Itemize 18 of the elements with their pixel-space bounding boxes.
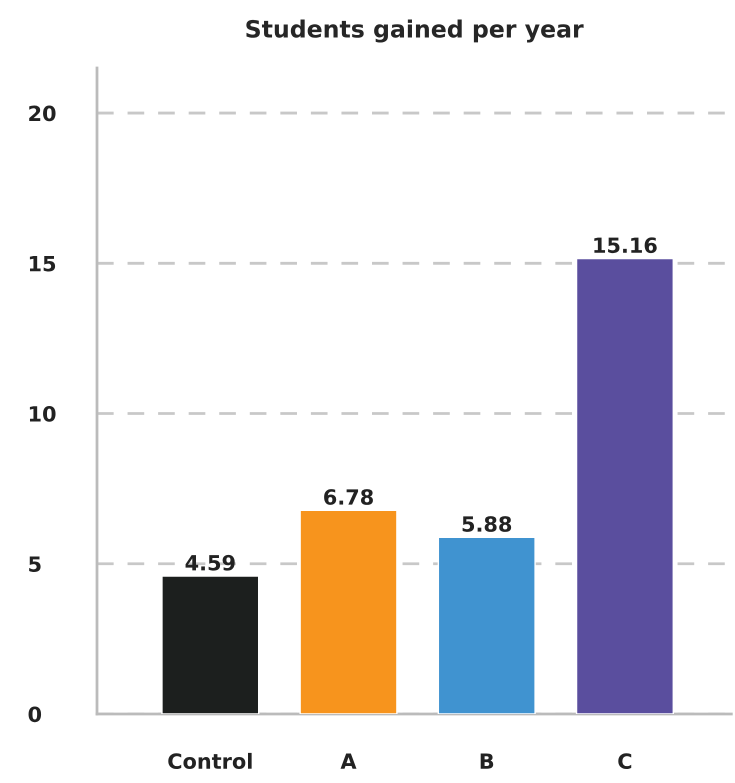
y-tick-label: 10: [30, 406, 56, 422]
bar: [161, 575, 260, 714]
chart-title: Students gained per year: [246, 20, 584, 43]
x-tick-label: B: [480, 754, 494, 769]
data-label: 15.16: [594, 237, 657, 254]
bar: [438, 536, 536, 714]
bar: [299, 510, 398, 714]
data-label: 5.88: [462, 516, 512, 532]
y-tick-label: 0: [28, 706, 42, 722]
y-tick-label: 15: [30, 256, 56, 272]
bar: [576, 258, 674, 714]
x-tick-label: A: [340, 754, 356, 769]
x-tick-label: C: [618, 753, 632, 770]
data-label: 4.59: [186, 554, 235, 571]
data-label: 6.78: [324, 489, 373, 505]
x-tick-label: Control: [168, 752, 252, 770]
y-tick-label: 20: [29, 106, 56, 122]
y-tick-label: 5: [29, 556, 41, 572]
